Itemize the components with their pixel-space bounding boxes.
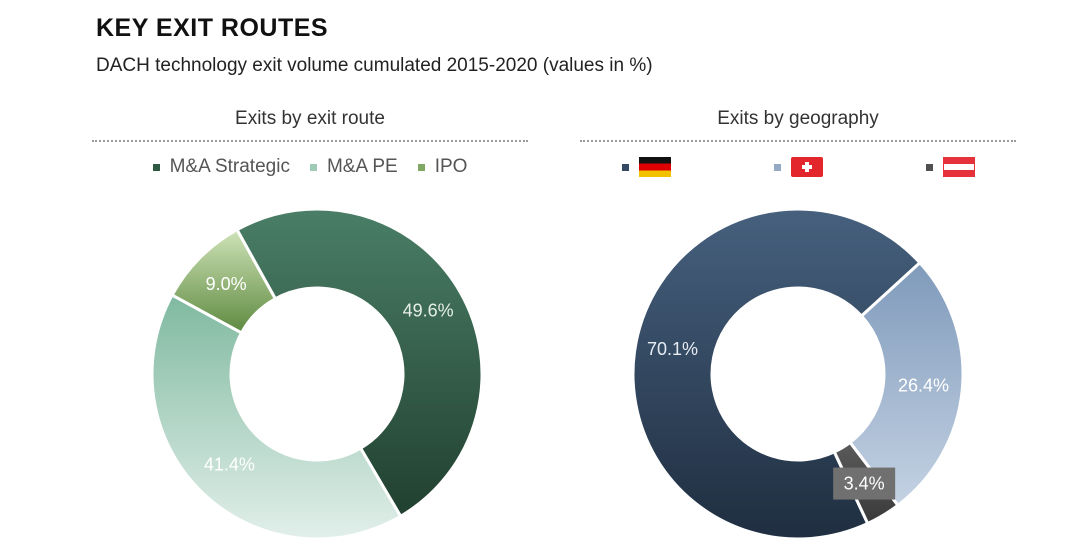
legend-swatch-germany bbox=[621, 163, 629, 171]
ma-pe-data-label: 41.4% bbox=[204, 455, 255, 475]
legend-item-germany bbox=[621, 157, 671, 177]
legend-item-ma-pe: M&A PE bbox=[309, 156, 398, 178]
austria-flag-icon bbox=[942, 157, 975, 177]
germany-data-label: 70.1% bbox=[647, 339, 698, 359]
germany-slice bbox=[631, 207, 922, 541]
geography-legend bbox=[580, 154, 1016, 180]
ma-pe-slice bbox=[150, 292, 403, 541]
legend-item-ma-strategic: M&A Strategic bbox=[152, 156, 290, 178]
switzerland-flag-icon bbox=[790, 157, 823, 177]
ipo-slice bbox=[170, 227, 278, 335]
page-subtitle: DACH technology exit volume cumulated 20… bbox=[96, 55, 653, 76]
exit-route-chart-title: Exits by exit route bbox=[92, 108, 528, 142]
geography-chart-title: Exits by geography bbox=[580, 108, 1016, 142]
geography-panel: Exits by geography bbox=[580, 108, 1016, 180]
ipo-data-label: 9.0% bbox=[206, 274, 247, 294]
austria-label-box bbox=[833, 467, 896, 500]
legend-swatch-ma-strategic bbox=[152, 163, 160, 171]
exit-route-donut: 49.6% 41.4% 9.0% bbox=[150, 207, 484, 541]
legend-swatch-switzerland bbox=[773, 163, 781, 171]
legend-label-ma-strategic: M&A Strategic bbox=[169, 156, 290, 177]
legend-swatch-ma-pe bbox=[309, 163, 317, 171]
legend-swatch-austria bbox=[925, 163, 933, 171]
austria-data-label: 3.4% bbox=[844, 474, 885, 494]
legend-label-ma-pe: M&A PE bbox=[326, 156, 398, 177]
legend-item-switzerland bbox=[773, 157, 823, 177]
ma-strategic-slice bbox=[234, 207, 484, 519]
legend-item-austria bbox=[925, 157, 975, 177]
exit-route-legend: M&A Strategic M&A PE IPO bbox=[92, 154, 528, 180]
page-title: KEY EXIT ROUTES bbox=[96, 14, 329, 42]
legend-swatch-ipo bbox=[417, 163, 425, 171]
switzerland-data-label: 26.4% bbox=[898, 375, 949, 395]
legend-label-ipo: IPO bbox=[434, 156, 468, 177]
legend-item-ipo: IPO bbox=[417, 156, 468, 178]
geography-donut: 70.1% 26.4% 3.4% bbox=[631, 207, 965, 541]
exit-route-panel: Exits by exit route M&A Strategic M&A PE… bbox=[92, 108, 528, 180]
switzerland-slice bbox=[847, 260, 965, 508]
germany-flag-icon bbox=[638, 157, 671, 177]
ma-strategic-data-label: 49.6% bbox=[403, 301, 454, 321]
